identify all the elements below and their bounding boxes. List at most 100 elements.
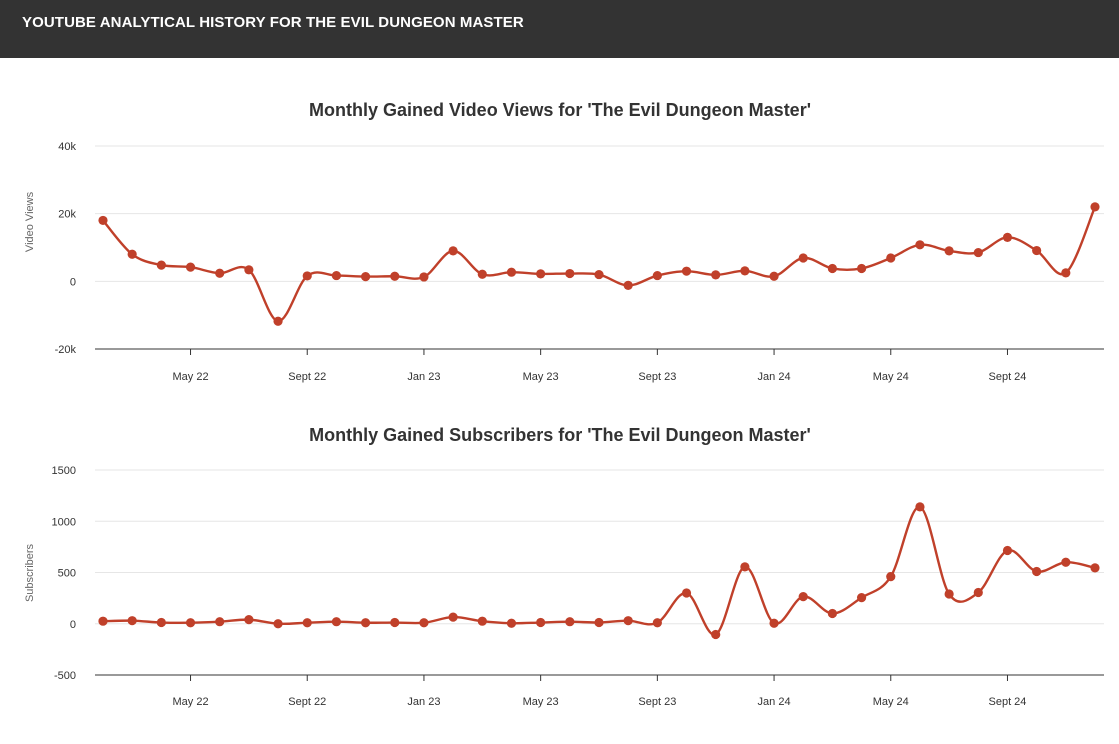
data-point — [477, 269, 487, 279]
data-point — [681, 588, 692, 598]
x-tick-label: May 24 — [873, 371, 909, 383]
y-tick-label: 1000 — [52, 516, 76, 528]
data-point — [1090, 202, 1100, 212]
data-point — [944, 589, 954, 599]
data-point — [915, 240, 925, 250]
data-point — [98, 616, 108, 626]
data-point — [1032, 566, 1042, 577]
data-point — [973, 247, 983, 258]
data-point — [98, 215, 108, 226]
data-point — [740, 562, 750, 572]
data-point — [448, 246, 458, 256]
chart-title: Monthly Gained Subscribers for 'The Evil… — [309, 425, 811, 445]
views-chart: Monthly Gained Video Views for 'The Evil… — [24, 100, 1104, 383]
y-tick-label: 0 — [70, 276, 76, 288]
y-tick-label: 0 — [70, 619, 76, 631]
x-tick-label: May 22 — [172, 696, 208, 708]
x-tick-label: Sept 23 — [638, 371, 676, 383]
data-point — [273, 619, 283, 629]
charts-container: Monthly Gained Video Views for 'The Evil… — [0, 58, 1119, 739]
data-point — [565, 617, 575, 627]
data-point — [565, 268, 575, 279]
y-axis-label: Subscribers — [24, 543, 36, 602]
x-tick-label: May 24 — [873, 696, 909, 708]
series-line — [102, 206, 1097, 323]
charts-svg: Monthly Gained Video Views for 'The Evil… — [24, 100, 1104, 708]
data-point — [536, 269, 546, 279]
data-point — [360, 618, 371, 628]
x-tick-label: Jan 23 — [407, 371, 440, 383]
x-tick-label: Sept 24 — [989, 696, 1027, 708]
data-point — [215, 268, 225, 278]
data-point — [798, 591, 808, 602]
data-point — [1002, 545, 1013, 556]
data-point — [360, 271, 371, 282]
x-tick-label: Jan 24 — [758, 696, 791, 708]
data-point — [886, 253, 896, 263]
data-point — [448, 612, 458, 622]
page-title: YOUTUBE ANALYTICAL HISTORY FOR THE EVIL … — [22, 14, 524, 31]
data-point — [681, 266, 692, 276]
data-point — [1061, 557, 1071, 567]
data-point — [973, 587, 983, 598]
data-point — [711, 270, 721, 280]
data-point — [623, 280, 633, 290]
data-point — [536, 617, 546, 628]
data-point — [419, 618, 429, 628]
series-line — [102, 505, 1096, 636]
x-tick-label: May 23 — [523, 371, 559, 383]
data-point — [915, 502, 925, 512]
data-point — [944, 246, 954, 256]
y-tick-label: -20k — [55, 344, 77, 356]
data-point — [506, 267, 517, 277]
data-point — [711, 629, 721, 640]
chart-title: Monthly Gained Video Views for 'The Evil… — [309, 100, 811, 120]
data-point — [769, 271, 779, 281]
data-point — [244, 265, 254, 275]
data-point — [302, 618, 312, 628]
data-point — [244, 615, 254, 625]
data-point — [1061, 268, 1071, 278]
data-point — [1002, 232, 1013, 242]
x-tick-label: Jan 24 — [758, 371, 791, 383]
x-tick-label: Sept 22 — [288, 696, 326, 708]
data-point — [185, 618, 196, 628]
y-tick-label: -500 — [54, 670, 76, 682]
data-point — [856, 263, 867, 274]
y-tick-label: 1500 — [52, 465, 76, 477]
data-point — [390, 617, 400, 628]
data-point — [886, 572, 896, 582]
subscribers-chart: Monthly Gained Subscribers for 'The Evil… — [24, 425, 1104, 708]
data-point — [156, 617, 166, 628]
data-point — [652, 618, 662, 628]
data-point — [127, 249, 137, 259]
y-tick-label: 20k — [58, 209, 76, 221]
data-point — [827, 608, 838, 619]
data-point — [215, 617, 225, 627]
data-point — [331, 617, 342, 627]
data-point — [652, 270, 662, 281]
data-point — [1032, 245, 1042, 256]
y-axis-label: Video Views — [24, 191, 36, 252]
x-tick-label: Sept 24 — [989, 371, 1027, 383]
data-point — [623, 616, 633, 626]
data-point — [477, 616, 487, 626]
data-point — [156, 260, 166, 270]
top-header-bar: YOUTUBE ANALYTICAL HISTORY FOR THE EVIL … — [0, 0, 1119, 58]
x-tick-label: May 23 — [523, 696, 559, 708]
data-point — [594, 617, 604, 628]
data-point — [740, 266, 750, 276]
y-tick-label: 500 — [58, 568, 76, 580]
x-tick-label: Sept 22 — [288, 371, 326, 383]
data-point — [856, 593, 867, 603]
data-point — [798, 253, 808, 263]
data-point — [302, 271, 312, 281]
data-point — [506, 618, 517, 628]
y-tick-label: 40k — [58, 141, 76, 153]
data-point — [1090, 563, 1100, 573]
data-point — [594, 269, 604, 280]
data-point — [273, 316, 283, 326]
x-tick-label: May 22 — [172, 371, 208, 383]
data-point — [390, 271, 400, 281]
data-point — [769, 618, 779, 628]
